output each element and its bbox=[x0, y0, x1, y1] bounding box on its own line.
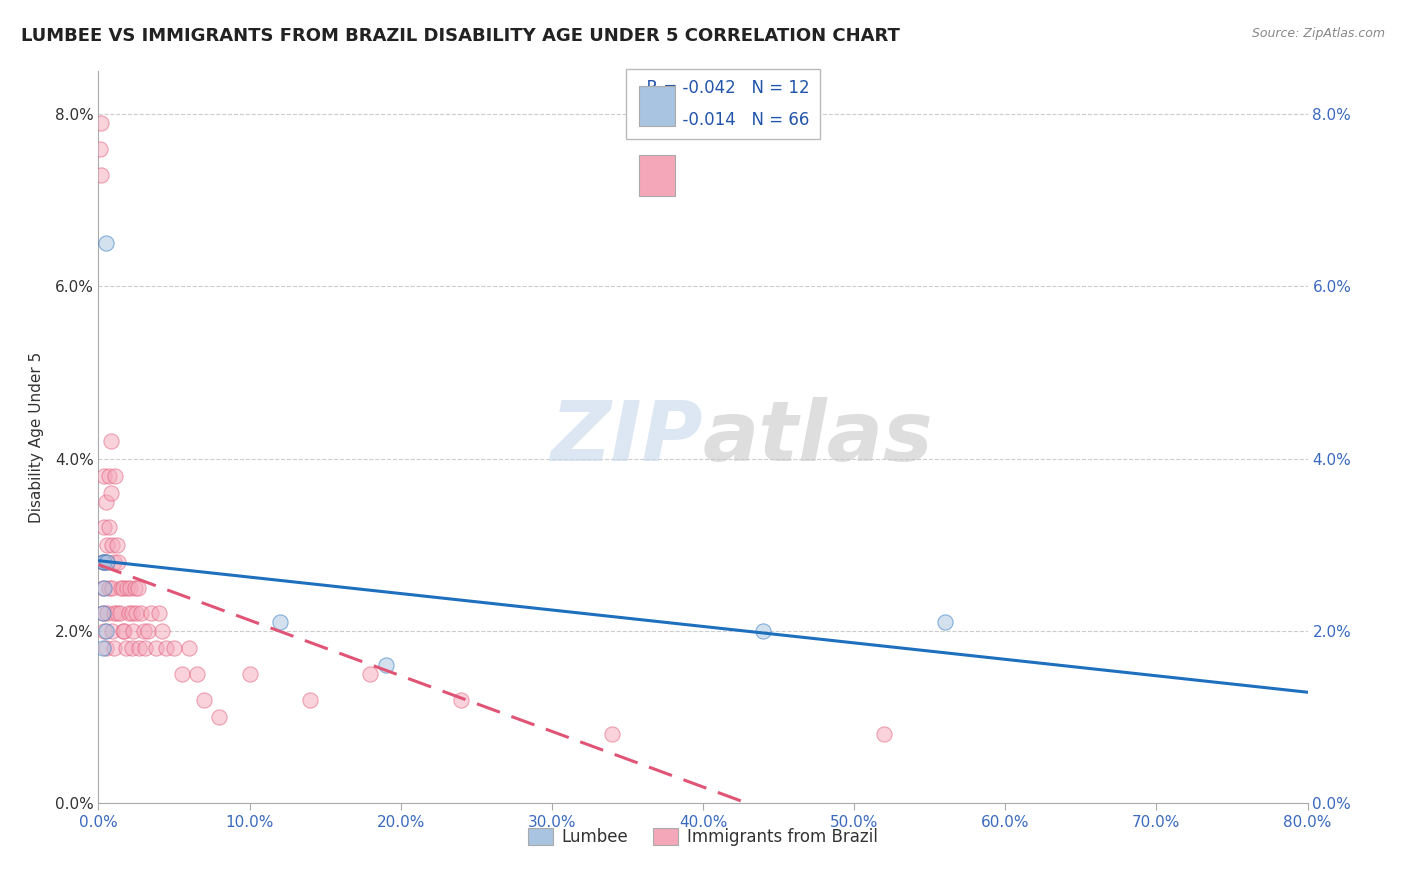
Point bbox=[118, 607, 141, 621]
Point bbox=[186, 666, 208, 681]
Point bbox=[105, 607, 128, 621]
Point bbox=[752, 624, 775, 638]
Point bbox=[93, 624, 115, 638]
Point bbox=[129, 607, 152, 621]
Text: atlas: atlas bbox=[703, 397, 934, 477]
Text: ZIP: ZIP bbox=[550, 397, 703, 477]
Point bbox=[91, 581, 114, 595]
Point bbox=[239, 666, 262, 681]
Point bbox=[93, 581, 115, 595]
Point bbox=[100, 486, 122, 500]
FancyBboxPatch shape bbox=[638, 86, 675, 127]
Point bbox=[94, 640, 117, 655]
FancyBboxPatch shape bbox=[638, 155, 675, 195]
Point bbox=[208, 710, 231, 724]
Point bbox=[134, 640, 156, 655]
Point bbox=[91, 555, 114, 569]
Point bbox=[101, 581, 124, 595]
Legend: Lumbee, Immigrants from Brazil: Lumbee, Immigrants from Brazil bbox=[522, 822, 884, 853]
Point bbox=[101, 624, 124, 638]
Point bbox=[93, 468, 115, 483]
Point bbox=[103, 607, 125, 621]
Point bbox=[121, 607, 143, 621]
Point bbox=[120, 581, 142, 595]
Point bbox=[124, 581, 146, 595]
Point bbox=[98, 520, 121, 534]
Point bbox=[141, 607, 163, 621]
Point bbox=[179, 640, 201, 655]
Point bbox=[136, 624, 159, 638]
Text: Source: ZipAtlas.com: Source: ZipAtlas.com bbox=[1251, 27, 1385, 40]
Point bbox=[299, 692, 322, 706]
Point bbox=[602, 727, 624, 741]
Point bbox=[94, 624, 117, 638]
Point bbox=[94, 555, 117, 569]
Point bbox=[89, 142, 111, 156]
Point bbox=[374, 658, 396, 673]
Point bbox=[121, 640, 143, 655]
Point bbox=[93, 555, 115, 569]
Point bbox=[91, 640, 114, 655]
Point bbox=[114, 640, 136, 655]
Point bbox=[193, 692, 215, 706]
Point bbox=[127, 581, 149, 595]
Point bbox=[132, 624, 155, 638]
Point bbox=[90, 168, 112, 182]
Point bbox=[148, 607, 170, 621]
Point bbox=[90, 116, 112, 130]
Point bbox=[96, 538, 118, 552]
Point bbox=[110, 581, 132, 595]
Point bbox=[170, 666, 193, 681]
Point bbox=[108, 607, 131, 621]
Point bbox=[98, 581, 121, 595]
Point bbox=[155, 640, 177, 655]
Point bbox=[91, 607, 114, 621]
Point bbox=[115, 581, 138, 595]
Text: LUMBEE VS IMMIGRANTS FROM BRAZIL DISABILITY AGE UNDER 5 CORRELATION CHART: LUMBEE VS IMMIGRANTS FROM BRAZIL DISABIL… bbox=[21, 27, 900, 45]
Point bbox=[101, 538, 124, 552]
Point bbox=[91, 607, 114, 621]
Y-axis label: Disability Age Under 5: Disability Age Under 5 bbox=[28, 351, 44, 523]
Point bbox=[163, 640, 186, 655]
Point bbox=[96, 607, 118, 621]
Point bbox=[105, 538, 128, 552]
Point bbox=[145, 640, 167, 655]
Point bbox=[873, 727, 896, 741]
Point bbox=[103, 555, 125, 569]
Point bbox=[96, 555, 118, 569]
Point bbox=[107, 555, 129, 569]
Point bbox=[128, 640, 150, 655]
Point bbox=[91, 555, 114, 569]
Point bbox=[93, 520, 115, 534]
Point bbox=[94, 236, 117, 251]
Point bbox=[112, 624, 135, 638]
Point bbox=[98, 468, 121, 483]
Point bbox=[360, 666, 382, 681]
Point bbox=[125, 607, 148, 621]
Point bbox=[111, 624, 134, 638]
Point bbox=[269, 615, 291, 629]
Point bbox=[450, 692, 472, 706]
Point bbox=[100, 434, 122, 449]
Point bbox=[103, 640, 125, 655]
Point bbox=[122, 624, 145, 638]
Text: R = -0.042   N = 12
  R = -0.014   N = 66: R = -0.042 N = 12 R = -0.014 N = 66 bbox=[637, 78, 810, 128]
Point bbox=[150, 624, 173, 638]
Point bbox=[94, 494, 117, 508]
Point bbox=[934, 615, 956, 629]
Point bbox=[111, 581, 134, 595]
Point bbox=[104, 468, 127, 483]
